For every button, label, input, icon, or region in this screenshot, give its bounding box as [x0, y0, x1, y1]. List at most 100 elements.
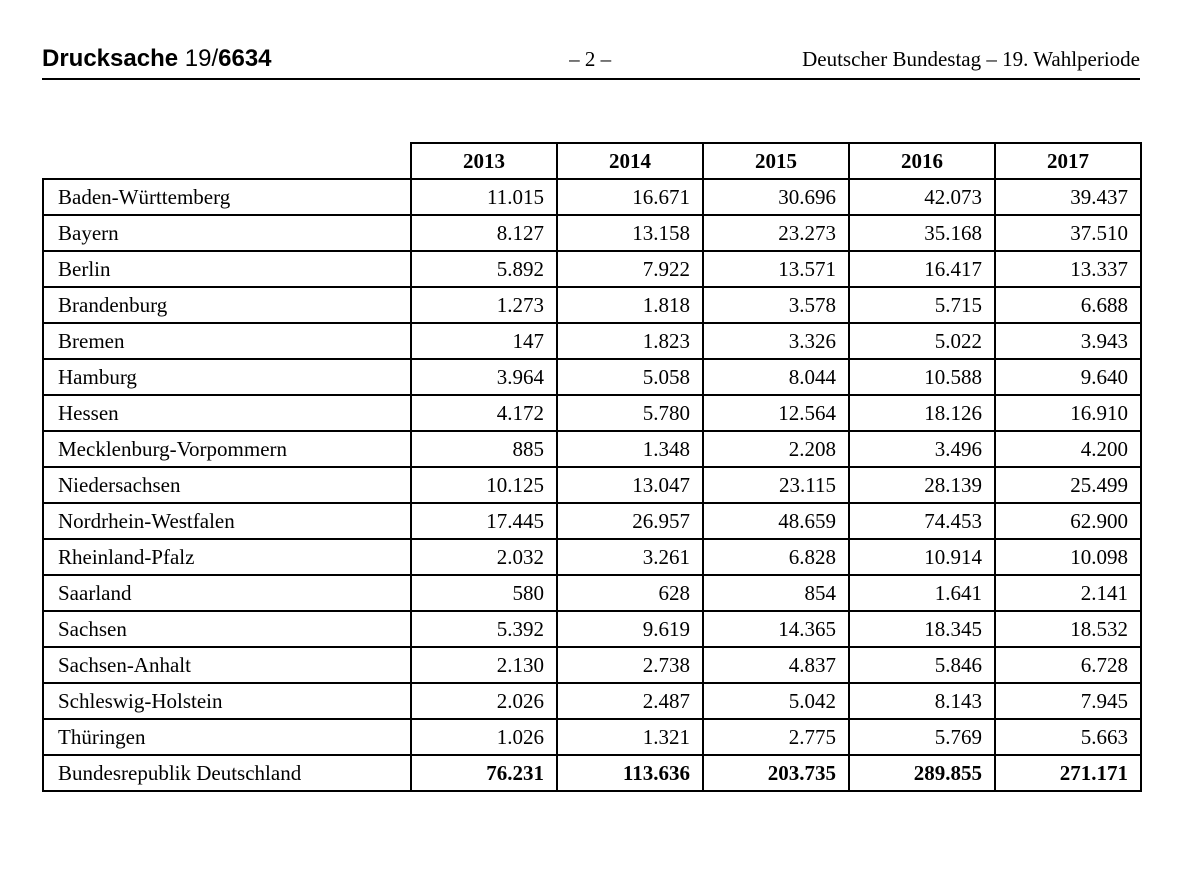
table-row: Berlin 5.892 7.922 13.571 16.417 13.337 [42, 250, 1142, 288]
table-row: Hamburg 3.964 5.058 8.044 10.588 9.640 [42, 358, 1142, 396]
table-row: Rheinland-Pfalz 2.032 3.261 6.828 10.914 10.0… [42, 538, 1142, 576]
value-cell: 2.487 [556, 682, 704, 720]
value-cell: 2.738 [556, 646, 704, 684]
value-cell: 8.127 [410, 214, 558, 252]
value-cell: 5.392 [410, 610, 558, 648]
value-cell: 17.445 [410, 502, 558, 540]
corner-empty-cell [43, 143, 412, 180]
value-cell: 13.337 [994, 250, 1142, 288]
state-name-cell: Berlin [42, 250, 412, 288]
value-cell: 1.273 [410, 286, 558, 324]
value-cell: 10.588 [848, 358, 996, 396]
value-cell: 10.098 [994, 538, 1142, 576]
state-name-cell: Mecklenburg-Vorpommern [42, 430, 412, 468]
doc-label: Drucksache [42, 45, 179, 72]
value-cell: 3.964 [410, 358, 558, 396]
year-column-header: 2013 [410, 142, 558, 180]
value-cell: 203.735 [702, 754, 850, 792]
value-cell: 7.945 [994, 682, 1142, 720]
value-cell: 16.417 [848, 250, 996, 288]
value-cell: 5.715 [848, 286, 996, 324]
value-cell: 18.532 [994, 610, 1142, 648]
value-cell: 3.326 [702, 322, 850, 360]
value-cell: 30.696 [702, 178, 850, 216]
year-column-header: 2017 [994, 142, 1142, 180]
value-cell: 1.818 [556, 286, 704, 324]
value-cell: 1.026 [410, 718, 558, 756]
value-cell: 5.058 [556, 358, 704, 396]
value-cell: 4.837 [702, 646, 850, 684]
value-cell: 2.141 [994, 574, 1142, 612]
value-cell: 23.273 [702, 214, 850, 252]
value-cell: 854 [702, 574, 850, 612]
document-header: Drucksache 19/6634 – 2 – Deutscher Bunde… [42, 0, 1140, 80]
value-cell: 25.499 [994, 466, 1142, 504]
value-cell: 12.564 [702, 394, 850, 432]
value-cell: 18.126 [848, 394, 996, 432]
state-name-cell: Brandenburg [42, 286, 412, 324]
value-cell: 26.957 [556, 502, 704, 540]
value-cell: 10.125 [410, 466, 558, 504]
state-name-cell: Bremen [42, 322, 412, 360]
value-cell: 2.032 [410, 538, 558, 576]
state-name-cell: Rheinland-Pfalz [42, 538, 412, 576]
table-row: Nordrhein-Westfalen 17.445 26.957 48.659 74.… [42, 502, 1142, 540]
value-cell: 2.026 [410, 682, 558, 720]
table-row: Brandenburg 1.273 1.818 3.578 5.715 6.688 [42, 286, 1142, 324]
year-header-row: 2013 2014 2015 2016 2017 [43, 142, 1142, 180]
value-cell: 1.321 [556, 718, 704, 756]
value-cell: 13.158 [556, 214, 704, 252]
value-cell: 628 [556, 574, 704, 612]
value-cell: 18.345 [848, 610, 996, 648]
value-cell: 28.139 [848, 466, 996, 504]
value-cell: 289.855 [848, 754, 996, 792]
value-cell: 9.640 [994, 358, 1142, 396]
value-cell: 5.663 [994, 718, 1142, 756]
journal-title: Deutscher Bundestag – 19. Wahlperiode [802, 47, 1140, 71]
value-cell: 74.453 [848, 502, 996, 540]
value-cell: 271.171 [994, 754, 1142, 792]
state-name-cell: Saarland [42, 574, 412, 612]
value-cell: 2.208 [702, 430, 850, 468]
state-name-cell: Nordrhein-Westfalen [42, 502, 412, 540]
state-name-cell: Niedersachsen [42, 466, 412, 504]
value-cell: 62.900 [994, 502, 1142, 540]
total-label-cell: Bundesrepublik Deutschland [42, 754, 412, 792]
value-cell: 1.641 [848, 574, 996, 612]
state-name-cell: Bayern [42, 214, 412, 252]
total-row: Bundesrepublik Deutschland 76.231 113.636 2… [42, 754, 1142, 792]
value-cell: 5.892 [410, 250, 558, 288]
value-cell: 3.943 [994, 322, 1142, 360]
value-cell: 5.846 [848, 646, 996, 684]
year-column-header: 2014 [556, 142, 704, 180]
state-name-cell: Thüringen [42, 718, 412, 756]
value-cell: 13.571 [702, 250, 850, 288]
state-name-cell: Hamburg [42, 358, 412, 396]
table-row: Saarland 580 628 854 1.641 2.141 [42, 574, 1142, 612]
page-number: – 2 – [569, 47, 612, 71]
data-table: 2013 2014 2015 2016 2017 Baden-Württembe… [42, 142, 1142, 792]
value-cell: 3.261 [556, 538, 704, 576]
value-cell: 39.437 [994, 178, 1142, 216]
value-cell: 35.168 [848, 214, 996, 252]
value-cell: 10.914 [848, 538, 996, 576]
table-row: Schleswig-Holstein 2.026 2.487 5.042 8.143 7.… [42, 682, 1142, 720]
value-cell: 9.619 [556, 610, 704, 648]
value-cell: 13.047 [556, 466, 704, 504]
value-cell: 3.496 [848, 430, 996, 468]
state-name-cell: Hessen [42, 394, 412, 432]
state-name-cell: Schleswig-Holstein [42, 682, 412, 720]
year-column-header: 2015 [702, 142, 850, 180]
value-cell: 6.688 [994, 286, 1142, 324]
table-row: Thüringen 1.026 1.321 2.775 5.769 5.663 [42, 718, 1142, 756]
state-name-cell: Baden-Württemberg [42, 178, 412, 216]
value-cell: 5.042 [702, 682, 850, 720]
value-cell: 5.780 [556, 394, 704, 432]
value-cell: 6.728 [994, 646, 1142, 684]
doc-number-main: 6634 [218, 45, 272, 72]
value-cell: 4.200 [994, 430, 1142, 468]
value-cell: 885 [410, 430, 558, 468]
table-row: Bayern 8.127 13.158 23.273 35.168 37.510 [42, 214, 1142, 252]
value-cell: 5.022 [848, 322, 996, 360]
